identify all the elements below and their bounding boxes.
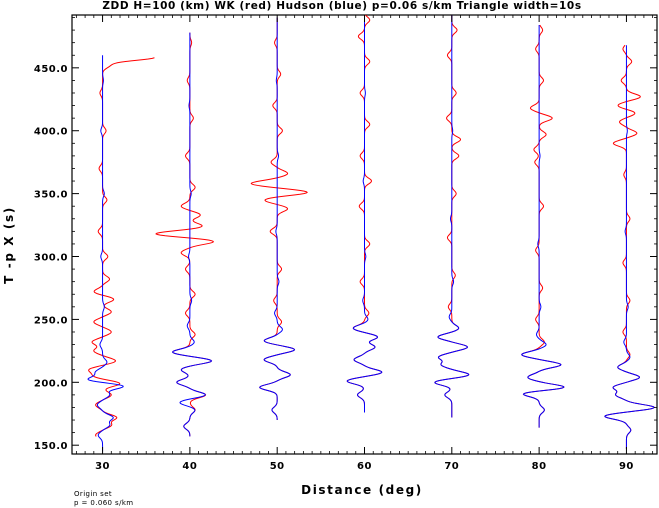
trace-group [87, 14, 655, 452]
hudson-trace-90 [604, 45, 655, 449]
hudson-trace-70 [434, 15, 470, 418]
y-axis: 150.0 200.0 250.0 300.0 350.0 400.0 450.0 [34, 17, 657, 452]
y-tick-label: 400.0 [34, 127, 68, 138]
x-tick-label: 40 [182, 461, 197, 472]
x-axis-label: Distance (deg) [301, 483, 423, 497]
y-tick-label: 150.0 [34, 441, 68, 452]
x-axis: 30 40 50 60 70 80 90 [75, 15, 654, 472]
y-axis-label: T -p X (s) [2, 206, 16, 284]
x-tick-label: 70 [444, 461, 459, 472]
wk-trace-30 [88, 57, 155, 437]
y-tick-label: 250.0 [34, 315, 68, 326]
hudson-trace-30 [87, 55, 124, 452]
y-tick-label: 200.0 [34, 378, 68, 389]
x-tick-label: 60 [357, 461, 372, 472]
hudson-trace-50 [259, 17, 296, 421]
y-tick-label: 450.0 [34, 64, 68, 75]
wk-trace-80 [521, 24, 565, 428]
wk-trace-40 [155, 32, 214, 437]
ray-parameter-note: p = 0.060 s/km [74, 499, 134, 507]
wk-trace-90 [604, 44, 655, 449]
chart-title: ZDD H=100 (km) WK (red) Hudson (blue) p=… [102, 0, 581, 12]
x-tick-label: 80 [532, 461, 547, 472]
x-tick-label: 90 [619, 461, 634, 472]
y-tick-label: 300.0 [34, 253, 68, 264]
origin-note: Origin set [74, 490, 112, 498]
x-tick-label: 30 [95, 461, 110, 472]
y-tick-label: 350.0 [34, 190, 68, 201]
hudson-trace-60 [346, 15, 383, 413]
wk-trace-50 [250, 17, 308, 421]
hudson-trace-40 [171, 32, 213, 437]
x-tick-label: 50 [270, 461, 285, 472]
hudson-trace-80 [521, 25, 565, 428]
